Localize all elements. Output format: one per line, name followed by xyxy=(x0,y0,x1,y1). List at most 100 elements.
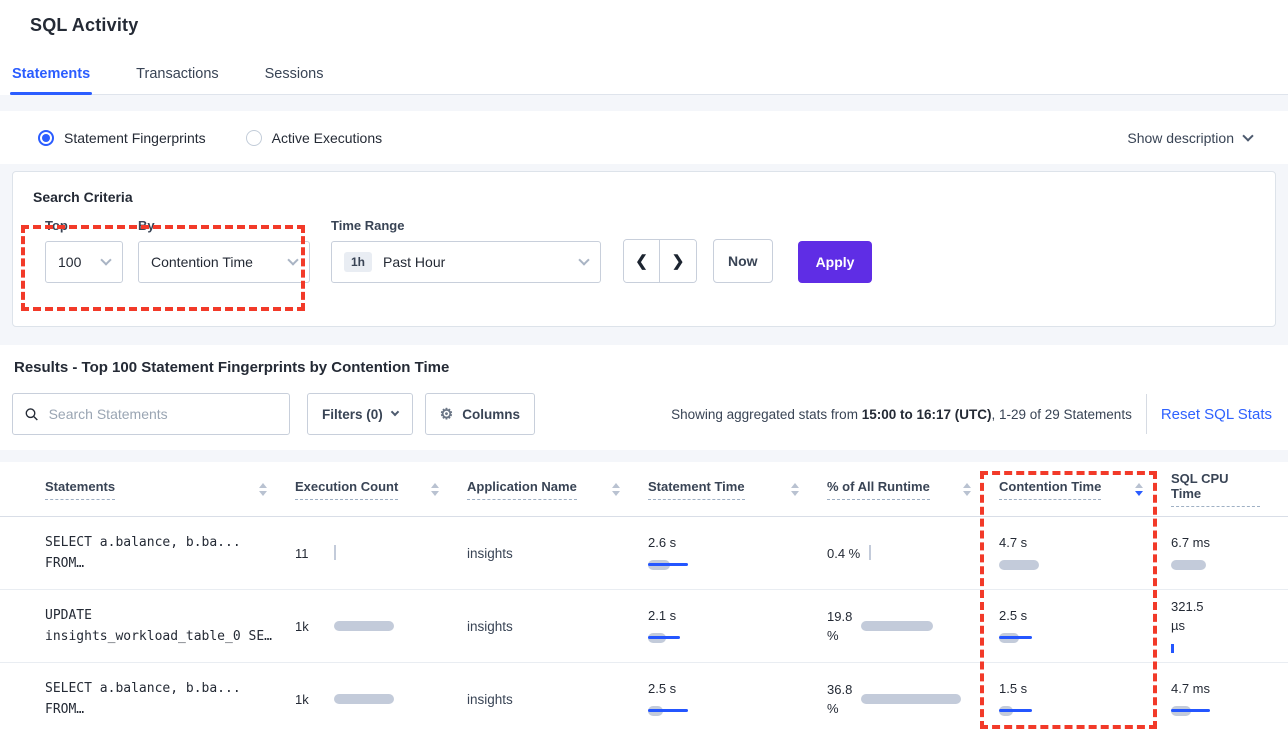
sql-cpu-time-value: 4.7 ms xyxy=(1171,680,1211,696)
sql-cpu-time-value: 6.7 ms xyxy=(1171,534,1211,550)
by-select[interactable]: Contention Time xyxy=(138,241,310,283)
table-row[interactable]: SELECT a.balance, b.ba... FROM… 1k insig… xyxy=(0,663,1288,735)
search-icon xyxy=(25,407,38,421)
time-range-badge: 1h xyxy=(344,252,373,272)
tab-statements[interactable]: Statements xyxy=(10,60,93,95)
table-row[interactable]: UPDATE insights_workload_table_0 SE… 1k … xyxy=(0,590,1288,663)
search-statements-input[interactable] xyxy=(48,406,277,422)
show-description-label: Show description xyxy=(1127,129,1234,146)
time-range-field: Time Range 1h Past Hour xyxy=(331,218,601,283)
statements-table: Statements Execution Count Application N… xyxy=(0,462,1288,735)
columns-label: Columns xyxy=(462,406,520,422)
sort-icon[interactable] xyxy=(963,482,971,496)
stats-summary: Showing aggregated stats from 15:00 to 1… xyxy=(671,406,1132,422)
application-name-value: insights xyxy=(467,691,513,707)
column-header-statements[interactable]: Statements xyxy=(45,479,295,500)
column-header-execution-count[interactable]: Execution Count xyxy=(295,479,467,500)
radio-active-executions-label: Active Executions xyxy=(271,129,383,146)
by-field: By Contention Time xyxy=(138,218,310,283)
radio-active-executions[interactable]: Active Executions xyxy=(245,129,383,146)
gear-icon: ⚙ xyxy=(439,405,454,423)
chevron-down-icon xyxy=(287,254,299,266)
page-header: SQL Activity Statements Transactions Ses… xyxy=(0,0,1288,95)
application-name-value: insights xyxy=(467,545,513,561)
results-toolbar: Filters (0) ⚙ Columns Showing aggregated… xyxy=(12,393,1276,435)
sort-icon[interactable] xyxy=(259,482,267,496)
previous-window-button[interactable]: ❮ xyxy=(624,240,660,282)
statement-time-bar xyxy=(648,559,688,571)
execution-count-bar xyxy=(334,545,338,560)
tab-bar: Statements Transactions Sessions xyxy=(10,60,1288,95)
by-label: By xyxy=(138,218,155,233)
statement-link[interactable]: SELECT a.balance, b.ba... FROM… xyxy=(45,535,241,571)
chevron-left-icon: ❮ xyxy=(635,253,648,270)
toolbar-divider xyxy=(1145,394,1147,434)
view-toggle-bar: Statement Fingerprints Active Executions… xyxy=(0,111,1288,164)
columns-button[interactable]: ⚙ Columns xyxy=(424,393,535,435)
statement-time-value: 2.1 s xyxy=(648,607,677,623)
page-title: SQL Activity xyxy=(30,15,139,35)
results-heading: Results - Top 100 Statement Fingerprints… xyxy=(14,359,450,376)
pct-runtime-bar xyxy=(861,693,962,705)
radio-statement-fingerprints[interactable]: Statement Fingerprints xyxy=(38,129,206,146)
sort-icon[interactable] xyxy=(791,482,799,496)
column-header-sql-cpu-time[interactable]: SQL CPU Time xyxy=(1171,471,1288,507)
now-button[interactable]: Now xyxy=(713,239,773,283)
radio-selected-icon[interactable] xyxy=(38,129,54,146)
contention-time-bar xyxy=(999,632,1032,644)
pct-runtime-bar xyxy=(869,545,873,560)
pct-runtime-value: 0.4 % xyxy=(827,545,861,561)
contention-time-value: 4.7 s xyxy=(999,534,1028,550)
filters-button[interactable]: Filters (0) xyxy=(307,393,413,435)
statement-time-bar xyxy=(648,632,680,644)
table-row[interactable]: SELECT a.balance, b.ba... FROM… 11 insig… xyxy=(0,517,1288,590)
time-range-value: Past Hour xyxy=(383,254,446,270)
top-field: Top 100 xyxy=(45,218,123,283)
chevron-down-icon xyxy=(100,254,112,266)
time-window-pager: ❮ ❯ xyxy=(623,239,697,283)
column-header-application-name[interactable]: Application Name xyxy=(467,479,648,500)
apply-button[interactable]: Apply xyxy=(797,241,873,283)
execution-count-bar xyxy=(334,620,394,632)
top-select-value: 100 xyxy=(58,254,82,270)
column-header-statement-time[interactable]: Statement Time xyxy=(648,479,827,500)
radio-unselected-icon[interactable] xyxy=(245,129,262,146)
time-range-select[interactable]: 1h Past Hour xyxy=(331,241,601,283)
reset-sql-stats-link[interactable]: Reset SQL Stats xyxy=(1160,405,1272,423)
pct-runtime-bar xyxy=(861,620,934,632)
column-header-pct-runtime[interactable]: % of All Runtime xyxy=(827,479,999,500)
search-criteria-heading: Search Criteria xyxy=(33,189,133,205)
statement-link[interactable]: SELECT a.balance, b.ba... FROM… xyxy=(45,681,241,717)
pct-runtime-value: 19.8 % xyxy=(827,609,853,643)
contention-time-bar xyxy=(999,559,1039,571)
chevron-down-icon xyxy=(390,407,400,417)
sql-cpu-time-bar xyxy=(1171,705,1210,717)
filters-label: Filters (0) xyxy=(322,406,383,422)
statement-link[interactable]: UPDATE insights_workload_table_0 SE… xyxy=(45,608,272,644)
column-header-contention-time[interactable]: Contention Time xyxy=(999,479,1171,500)
sort-icon[interactable] xyxy=(431,482,439,496)
chevron-right-icon: ❯ xyxy=(671,253,685,270)
statement-time-value: 2.5 s xyxy=(648,680,677,696)
results-section: Results - Top 100 Statement Fingerprints… xyxy=(0,345,1288,735)
chevron-down-icon xyxy=(578,254,590,266)
search-statements-box[interactable] xyxy=(12,393,290,435)
tab-sessions[interactable]: Sessions xyxy=(264,66,324,82)
top-select[interactable]: 100 xyxy=(45,241,123,283)
contention-time-bar xyxy=(999,705,1032,717)
search-criteria-panel: Search Criteria Top 100 By Contention Ti… xyxy=(12,171,1276,327)
tab-transactions[interactable]: Transactions xyxy=(136,66,219,82)
table-header-row: Statements Execution Count Application N… xyxy=(0,462,1288,517)
execution-count-bar xyxy=(334,693,394,705)
application-name-value: insights xyxy=(467,618,513,634)
chevron-down-icon xyxy=(1242,129,1254,142)
statement-time-bar xyxy=(648,705,688,717)
contention-time-value: 1.5 s xyxy=(999,680,1028,696)
show-description-toggle[interactable]: Show description xyxy=(1127,129,1254,146)
sql-cpu-time-bar xyxy=(1171,643,1175,655)
pct-runtime-value: 36.8 % xyxy=(827,682,853,716)
sort-icon[interactable] xyxy=(612,482,620,496)
next-window-button[interactable]: ❯ xyxy=(660,240,696,282)
sort-desc-icon[interactable] xyxy=(1135,482,1143,496)
by-select-value: Contention Time xyxy=(151,254,253,270)
